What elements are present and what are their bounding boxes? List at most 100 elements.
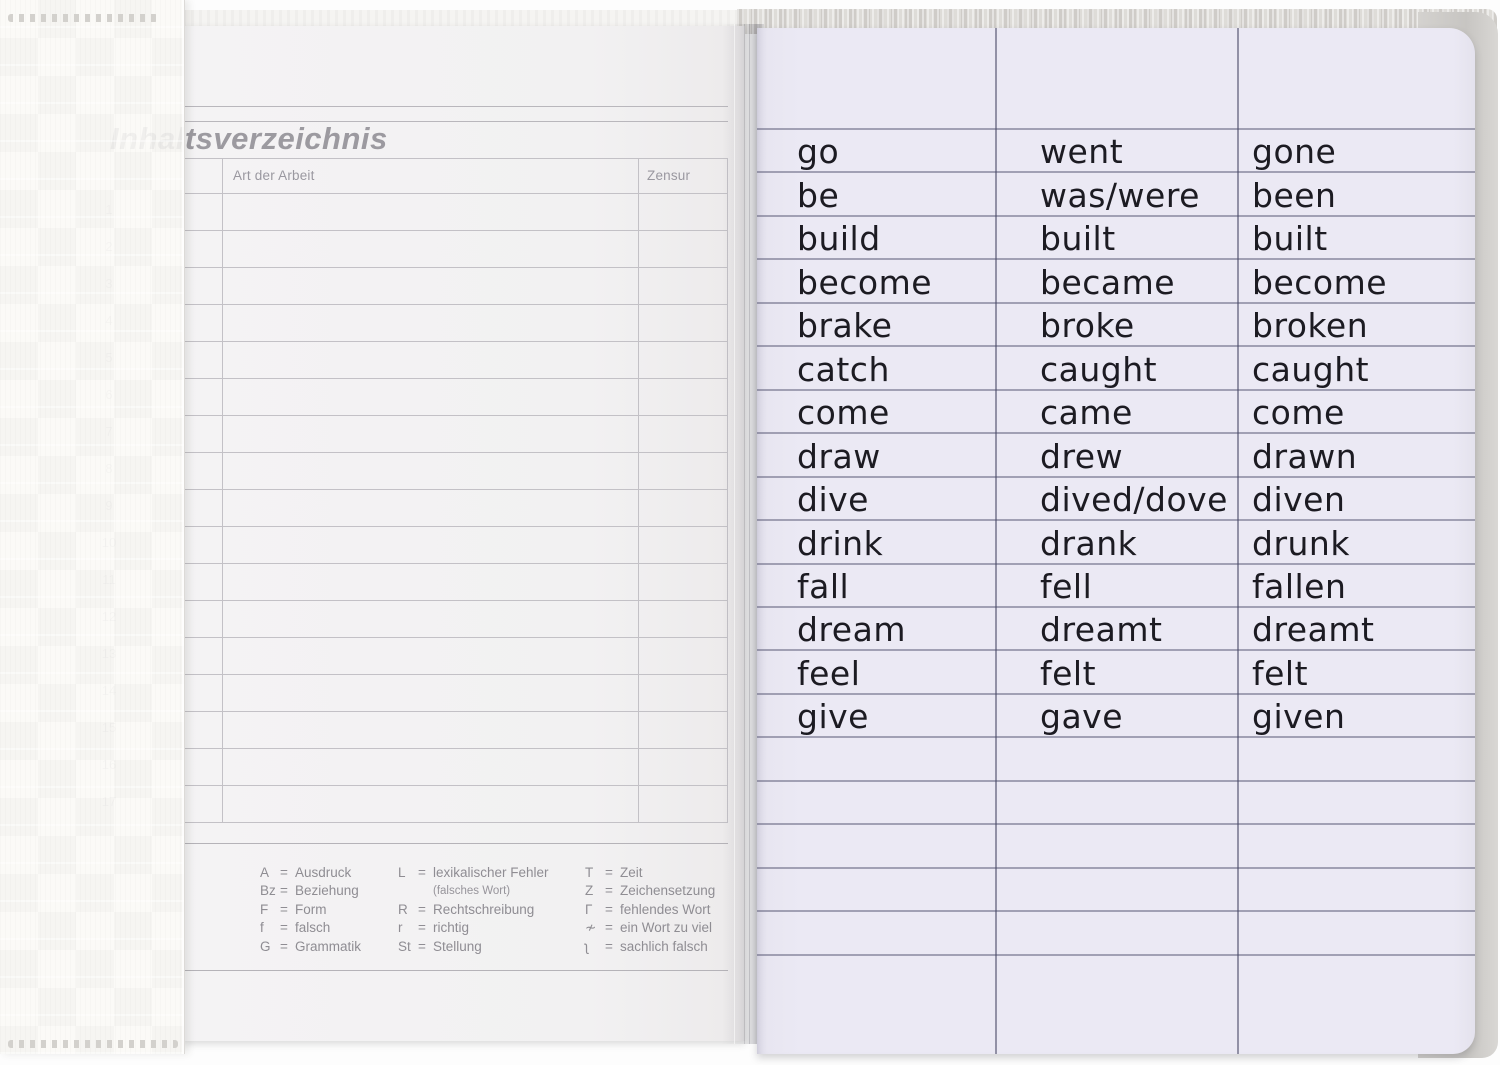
back-cover-top-edge xyxy=(183,10,745,27)
verb-past: fell xyxy=(1040,566,1093,606)
ruled-line xyxy=(757,214,1475,217)
verb-infinitive: brake xyxy=(797,306,893,346)
column-header-art-der-arbeit: Art der Arbeit xyxy=(233,168,315,183)
table-grid-line xyxy=(183,748,728,749)
verb-participle: felt xyxy=(1252,653,1309,693)
equals-sign: = xyxy=(605,920,613,936)
legend-column: L = lexikalischer Fehler (falsches Wort) R = R… xyxy=(398,864,549,956)
verb-infinitive: be xyxy=(797,175,840,215)
verb-row: brake broke broken xyxy=(757,308,1475,345)
verb-past: dreamt xyxy=(1040,610,1163,650)
verb-row: catch caught caught xyxy=(757,349,1475,389)
ruled-line xyxy=(757,823,1475,826)
cover-perforation-bottom xyxy=(8,1040,178,1048)
verb-past: caught xyxy=(1040,349,1158,389)
verb-past: drew xyxy=(1040,436,1124,476)
top-rule-2 xyxy=(183,121,728,122)
ruled-line xyxy=(757,649,1475,652)
correction-legend: A = Ausdruck Bz = Beziehung F = Form f = falsch G = Gr… xyxy=(183,864,728,976)
table-grid-line xyxy=(183,785,728,786)
cover-flap xyxy=(0,0,185,1054)
ruled-line xyxy=(757,128,1475,130)
verb-infinitive: drink xyxy=(797,523,884,563)
legend-column: A = Ausdruck Bz = Beziehung F = Form f = falsch G = Gr… xyxy=(260,864,361,956)
legend-abbr: L xyxy=(398,865,406,880)
verb-participle: dreamt xyxy=(1252,610,1375,650)
table-grid-line xyxy=(183,452,728,453)
equals-sign: = xyxy=(605,938,613,954)
verb-participle: diven xyxy=(1252,480,1346,520)
legend-label: Form xyxy=(295,901,327,917)
verb-past: drank xyxy=(1040,523,1138,563)
ruled-line xyxy=(757,519,1475,522)
verb-past: gave xyxy=(1040,697,1124,737)
ruled-line xyxy=(757,605,1475,608)
verb-infinitive: catch xyxy=(797,349,890,389)
verb-row: drink drank drunk xyxy=(757,523,1475,563)
verb-row: be was/were been xyxy=(757,175,1475,215)
verb-participle: fallen xyxy=(1252,566,1347,606)
verb-participle: broken xyxy=(1252,306,1369,346)
legend-item: R = Rechtschreibung xyxy=(398,901,549,919)
ruled-line xyxy=(757,258,1475,261)
table-grid-line xyxy=(183,158,728,159)
equals-sign: = xyxy=(418,938,426,954)
table-grid-line xyxy=(183,378,728,379)
legend-label: Ausdruck xyxy=(295,865,352,880)
fold-highlight xyxy=(734,24,735,1044)
table-grid-line xyxy=(222,158,223,822)
verb-participle: caught xyxy=(1252,349,1370,389)
equals-sign: = xyxy=(418,865,426,880)
column-divider xyxy=(995,28,997,1054)
equals-sign: = xyxy=(280,883,288,899)
legend-abbr: A xyxy=(260,865,270,880)
top-rule-1 xyxy=(183,106,728,107)
table-grid-line xyxy=(183,600,728,601)
table-grid-line xyxy=(183,526,728,527)
legend-abbr: St xyxy=(398,938,411,954)
equals-sign: = xyxy=(605,883,613,899)
legend-label: Grammatik xyxy=(295,938,362,954)
table-grid-line xyxy=(183,637,728,638)
legend-abbr: Bz xyxy=(260,883,276,899)
equals-sign: = xyxy=(418,920,426,936)
table-grid-line xyxy=(183,341,728,342)
legend-item: St = Stellung xyxy=(398,938,549,956)
legend-label: sachlich falsch xyxy=(620,938,708,954)
verb-infinitive: come xyxy=(797,393,890,433)
verb-infinitive: draw xyxy=(797,436,881,476)
ruled-line xyxy=(757,388,1475,391)
ruled-line xyxy=(757,562,1475,565)
legend-sublabel: (falsches Wort) xyxy=(433,885,511,898)
ruled-line xyxy=(757,301,1475,304)
verb-participle: drunk xyxy=(1252,523,1350,563)
legend-label: fehlendes Wort xyxy=(620,901,711,917)
equals-sign: = xyxy=(418,901,426,917)
table-grid-line xyxy=(183,193,728,194)
table-grid-line xyxy=(183,563,728,564)
verb-infinitive: dive xyxy=(797,480,869,520)
table-grid-line xyxy=(183,230,728,231)
verb-participle: become xyxy=(1252,262,1388,302)
verb-past: was/were xyxy=(1040,175,1200,215)
verb-participle: given xyxy=(1252,697,1346,737)
legend-label: falsch xyxy=(295,920,331,936)
ruled-line xyxy=(757,432,1475,435)
legend-abbr: G xyxy=(260,938,271,954)
verb-past: went xyxy=(1040,132,1124,172)
legend-label: Zeichensetzung xyxy=(620,883,716,899)
right-page-verb-list: go went gone be was/were been build built built b… xyxy=(757,28,1475,1054)
verb-participle: built xyxy=(1252,219,1328,259)
verb-row: dream dreamt dreamt xyxy=(757,612,1475,649)
verb-infinitive: fall xyxy=(797,566,850,606)
equals-sign: = xyxy=(280,920,288,936)
legend-abbr: Γ xyxy=(585,901,593,917)
ruled-line xyxy=(757,736,1475,739)
legend-abbr: f xyxy=(260,920,264,936)
legend-abbr: T xyxy=(585,865,594,880)
verb-past: dived/dove xyxy=(1040,480,1228,520)
legend-item: ʅ = sachlich falsch xyxy=(585,938,715,956)
legend-item: T = Zeit xyxy=(585,864,715,882)
ruled-line xyxy=(757,692,1475,695)
